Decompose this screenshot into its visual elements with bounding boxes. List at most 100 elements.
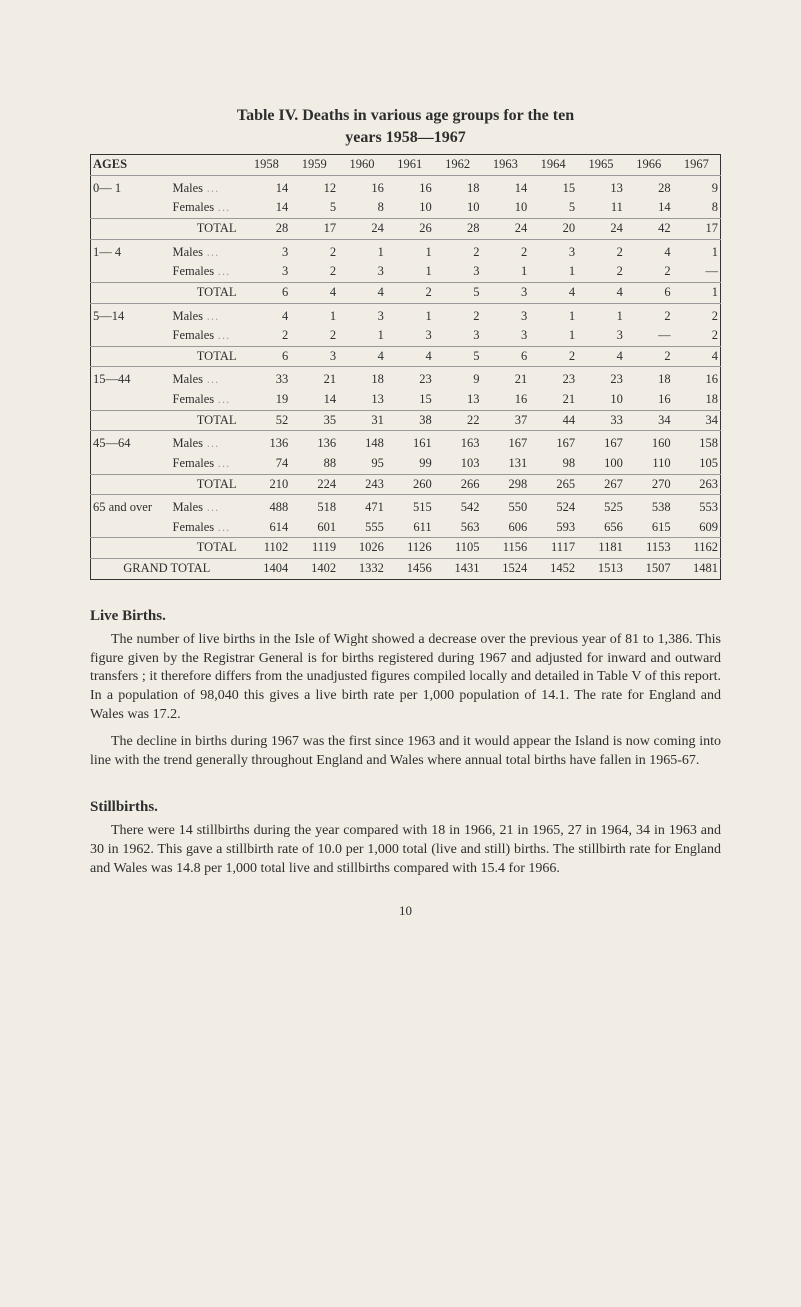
table-cell: 100 (577, 454, 625, 474)
table-cell: 24 (338, 219, 386, 240)
table-cell: 18 (625, 367, 673, 390)
caption-title: Deaths in various age groups for the ten (302, 107, 574, 124)
table-cell: 3 (243, 239, 291, 262)
caption-subtitle: years 1958—1967 (90, 127, 721, 149)
table-cell: 42 (625, 219, 673, 240)
table-cell: 2 (673, 303, 721, 326)
females-label: Females (171, 198, 243, 218)
table-cell: 525 (577, 495, 625, 518)
table-cell: 3 (338, 303, 386, 326)
table-cell: 11 (577, 198, 625, 218)
table-cell: 1402 (290, 559, 338, 580)
table-caption: Table IV. Deaths in various age groups f… (90, 105, 721, 148)
females-label: Females (171, 262, 243, 282)
table-cell: 2 (290, 326, 338, 346)
table-cell: 4 (577, 282, 625, 303)
table-cell: 16 (673, 367, 721, 390)
table-cell: 34 (673, 410, 721, 431)
table-cell: 1117 (529, 538, 577, 559)
table-cell: 37 (481, 410, 529, 431)
table-cell: 488 (243, 495, 291, 518)
year-header: 1965 (577, 155, 625, 176)
grand-total-label: GRAND TOTAL (91, 559, 243, 580)
table-cell: 2 (529, 346, 577, 367)
year-header: 1960 (338, 155, 386, 176)
table-cell: 1102 (243, 538, 291, 559)
table-cell: 19 (243, 390, 291, 410)
table-cell: 553 (673, 495, 721, 518)
table-cell: 23 (577, 367, 625, 390)
table-cell: 4 (338, 282, 386, 303)
females-label: Females (171, 518, 243, 538)
table-cell: 4 (625, 239, 673, 262)
table-cell: 8 (673, 198, 721, 218)
table-cell: 1 (338, 326, 386, 346)
table-cell: 98 (529, 454, 577, 474)
table-cell: 1105 (434, 538, 482, 559)
table-cell: 14 (481, 175, 529, 198)
table-cell: 14 (625, 198, 673, 218)
table-cell: 263 (673, 474, 721, 495)
table-cell: 4 (673, 346, 721, 367)
table-cell: 518 (290, 495, 338, 518)
table-cell: 550 (481, 495, 529, 518)
year-header: 1963 (481, 155, 529, 176)
table-cell: 167 (529, 431, 577, 454)
table-cell: 1431 (434, 559, 482, 580)
year-header: 1959 (290, 155, 338, 176)
table-cell: 614 (243, 518, 291, 538)
year-header: 1966 (625, 155, 673, 176)
table-cell: 266 (434, 474, 482, 495)
table-cell: 17 (290, 219, 338, 240)
table-cell: 6 (243, 282, 291, 303)
table-cell: 1 (529, 303, 577, 326)
total-label: TOTAL (171, 410, 243, 431)
year-header: 1958 (243, 155, 291, 176)
table-cell: 611 (386, 518, 434, 538)
table-cell: 609 (673, 518, 721, 538)
table-cell: 4 (386, 346, 434, 367)
table-cell: 3 (481, 303, 529, 326)
table-cell: 131 (481, 454, 529, 474)
table-cell: 1452 (529, 559, 577, 580)
table-cell: 167 (481, 431, 529, 454)
table-cell: 28 (243, 219, 291, 240)
table-cell: 1 (386, 262, 434, 282)
table-cell: 1481 (673, 559, 721, 580)
table-cell: 1119 (290, 538, 338, 559)
age-group-label: 0— 1 (91, 175, 171, 218)
table-cell: 3 (434, 326, 482, 346)
females-label: Females (171, 454, 243, 474)
table-cell: 1 (673, 282, 721, 303)
total-label: TOTAL (171, 474, 243, 495)
table-cell: 593 (529, 518, 577, 538)
table-cell: 243 (338, 474, 386, 495)
table-cell: 5 (434, 282, 482, 303)
table-cell: 163 (434, 431, 482, 454)
table-cell: 21 (529, 390, 577, 410)
table-cell: 24 (577, 219, 625, 240)
table-cell: 1 (481, 262, 529, 282)
table-cell: 515 (386, 495, 434, 518)
table-cell: 20 (529, 219, 577, 240)
table-cell: 9 (434, 367, 482, 390)
table-cell: 95 (338, 454, 386, 474)
table-cell: 471 (338, 495, 386, 518)
table-cell: 4 (290, 282, 338, 303)
total-label: TOTAL (171, 346, 243, 367)
table-cell: 16 (338, 175, 386, 198)
table-cell: 15 (529, 175, 577, 198)
table-cell: 2 (625, 346, 673, 367)
table-cell: 555 (338, 518, 386, 538)
table-cell: 136 (290, 431, 338, 454)
table-cell: 2 (243, 326, 291, 346)
table-cell: 3 (529, 239, 577, 262)
table-cell: 524 (529, 495, 577, 518)
table-cell: 1 (338, 239, 386, 262)
table-cell: 1332 (338, 559, 386, 580)
table-cell: 1456 (386, 559, 434, 580)
table-cell: 1 (290, 303, 338, 326)
table-cell: 224 (290, 474, 338, 495)
table-cell: 136 (243, 431, 291, 454)
table-cell: 3 (386, 326, 434, 346)
